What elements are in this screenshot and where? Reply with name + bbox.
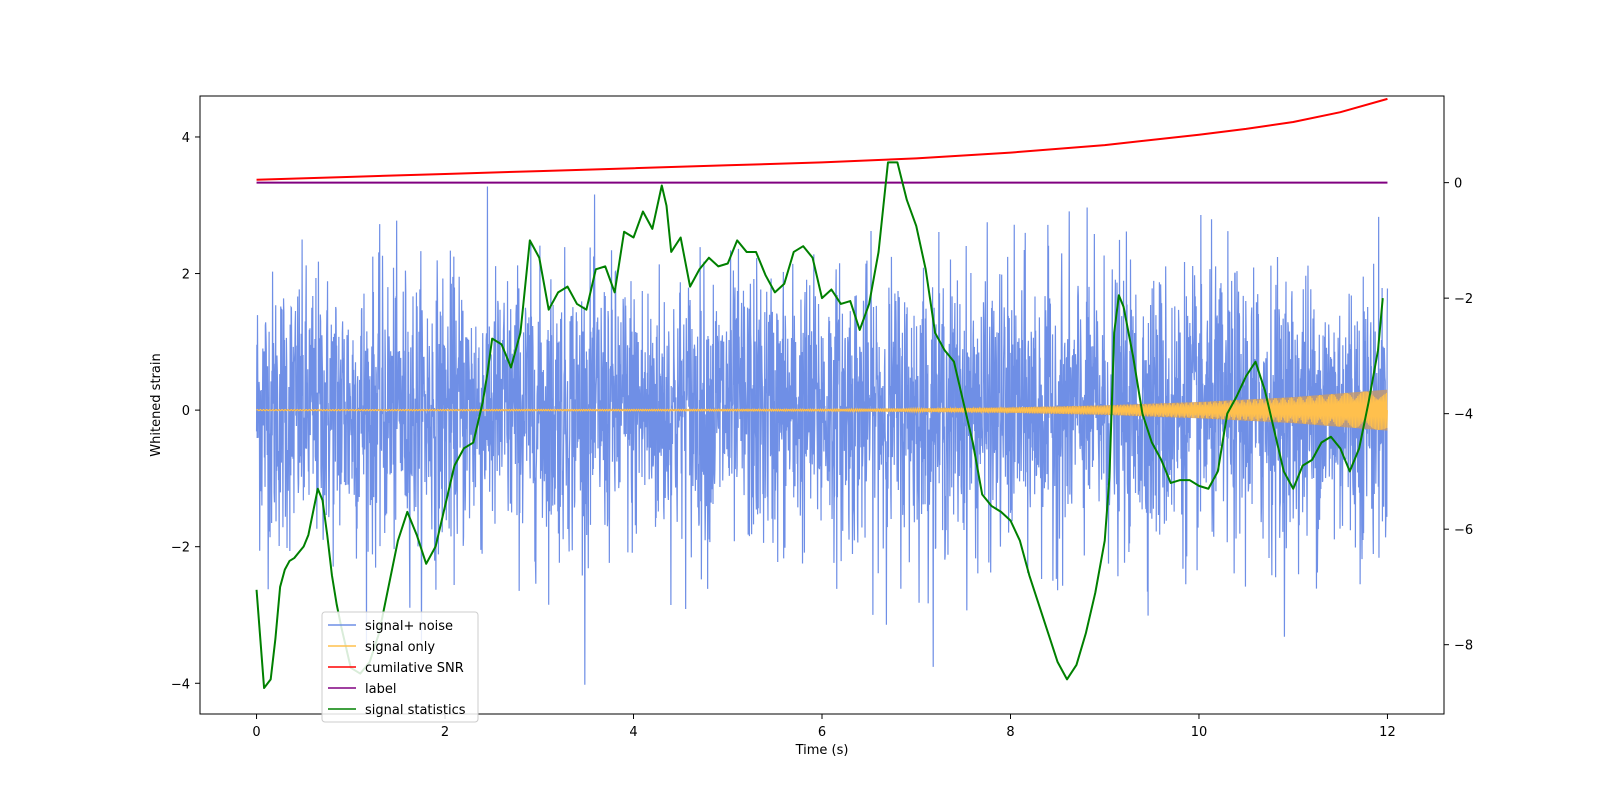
x-tick-label: 4 bbox=[629, 725, 637, 740]
x-tick-label: 2 bbox=[441, 725, 449, 740]
legend-label-signal-noise: signal+ noise bbox=[365, 619, 453, 634]
legend-label-stats: signal statistics bbox=[365, 703, 466, 718]
x-tick-label: 0 bbox=[252, 725, 260, 740]
x-tick-label: 8 bbox=[1006, 725, 1014, 740]
legend-label-label: label bbox=[365, 682, 396, 697]
y-axis-label: Whitened strain bbox=[149, 353, 164, 456]
y2-tick-label: 0 bbox=[1454, 177, 1462, 192]
y2-tick-label: −4 bbox=[1454, 408, 1473, 423]
y2-tick-label: −8 bbox=[1454, 639, 1473, 654]
x-tick-label: 6 bbox=[818, 725, 826, 740]
y-tick-label: 0 bbox=[182, 404, 190, 419]
y2-tick-label: −2 bbox=[1454, 292, 1473, 307]
legend: signal+ noise signal only cumilative SNR… bbox=[322, 612, 478, 722]
y-tick-label: 2 bbox=[182, 268, 190, 283]
x-tick-label: 12 bbox=[1379, 725, 1396, 740]
y-tick-label: −4 bbox=[171, 677, 190, 692]
legend-label-snr: cumilative SNR bbox=[365, 661, 464, 676]
chart-canvas: 0 2 4 6 8 10 12 −4 −2 0 2 4 −8 −6 −4 −2 0 Time (s) Whi… bbox=[0, 0, 1600, 800]
x-tick-label: 10 bbox=[1191, 725, 1208, 740]
x-axis-label: Time (s) bbox=[795, 743, 849, 758]
y2-tick-label: −6 bbox=[1454, 523, 1473, 538]
y-tick-label: 4 bbox=[182, 131, 190, 146]
y-tick-label: −2 bbox=[171, 541, 190, 556]
legend-label-signal-only: signal only bbox=[365, 640, 435, 655]
